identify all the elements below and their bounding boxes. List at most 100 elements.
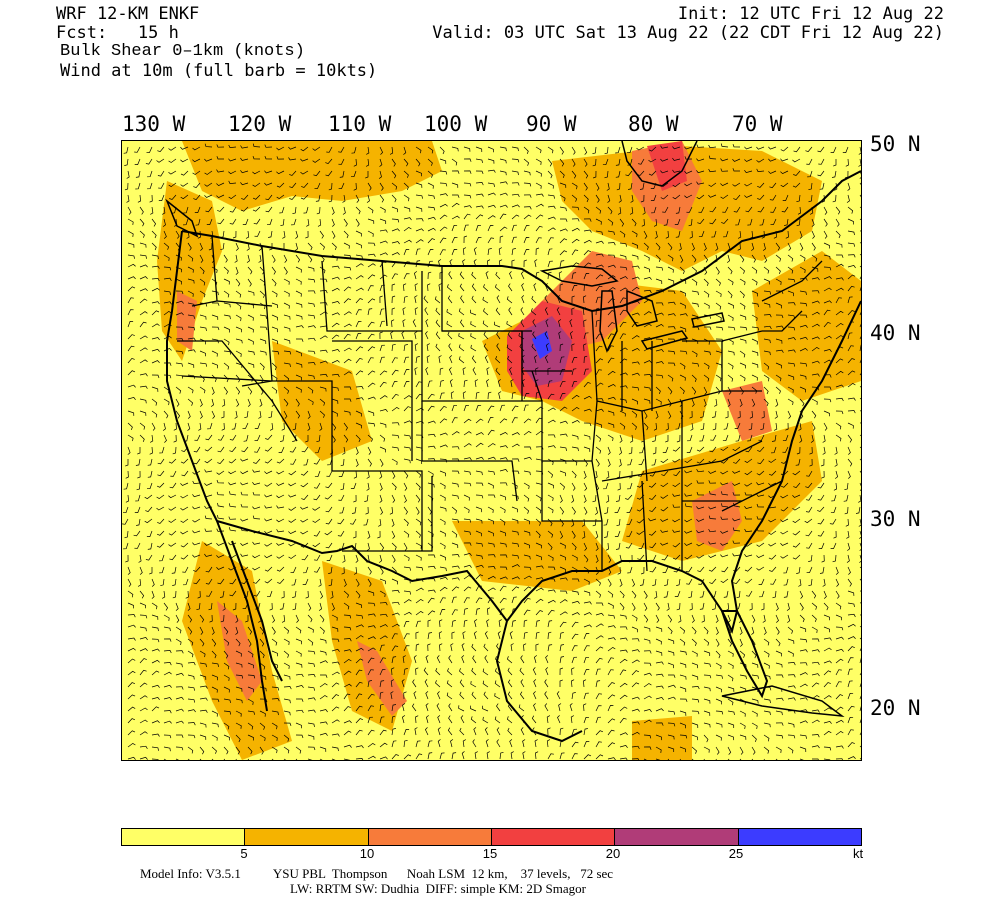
- wind-barb: [607, 646, 616, 652]
- wind-barb: [571, 380, 578, 388]
- wind-barb: [769, 182, 777, 189]
- wind-barb: [209, 614, 213, 623]
- cuba: [721, 685, 845, 718]
- wind-barb: [667, 638, 675, 645]
- wind-barb: [204, 182, 213, 187]
- wind-barb: [583, 381, 591, 388]
- wind-barb: [614, 506, 621, 513]
- wind-barb: [127, 756, 136, 760]
- wind-barb: [607, 657, 615, 664]
- wind-barb: [199, 254, 204, 263]
- wind-barb: [811, 626, 818, 634]
- wind-barb: [331, 287, 340, 292]
- wind-barb: [307, 325, 316, 329]
- wind-barb: [127, 624, 136, 628]
- wind-barb: [823, 721, 832, 724]
- wind-barb: [571, 692, 576, 700]
- wind-barb: [187, 758, 190, 760]
- wind-barb: [367, 602, 376, 607]
- wind-barb: [389, 506, 393, 515]
- wind-barb: [847, 242, 856, 247]
- wind-barb: [223, 662, 230, 670]
- wind-barb: [451, 170, 460, 174]
- wind-barb: [823, 637, 832, 641]
- wind-barb: [283, 254, 288, 263]
- wind-barb: [312, 506, 321, 511]
- wind-barb: [696, 458, 705, 464]
- wind-barb: [775, 674, 784, 678]
- wind-barb: [631, 242, 638, 249]
- wind-barb: [823, 695, 832, 700]
- wind-barb: [653, 422, 657, 431]
- wind-barb: [823, 242, 830, 249]
- wind-barb: [151, 278, 160, 282]
- wind-barb: [547, 589, 556, 593]
- wind-barb: [679, 338, 688, 343]
- wind-barb: [252, 566, 261, 571]
- wind-barb: [835, 422, 842, 430]
- wind-barb: [283, 734, 290, 742]
- wind-barb: [835, 434, 842, 442]
- wind-barb: [595, 358, 604, 364]
- wind-barb: [643, 242, 649, 250]
- footer-physics-info: LW: RRTM SW: Dudhia DIFF: simple KM: 2D …: [290, 881, 586, 896]
- wind-barb: [696, 554, 705, 559]
- wind-barb: [607, 206, 613, 215]
- wind-barb: [439, 566, 447, 572]
- wind-barb: [331, 661, 340, 665]
- wind-barb: [571, 633, 579, 640]
- wind-barb: [696, 170, 705, 174]
- wind-barb: [182, 578, 189, 586]
- wind-barb: [391, 357, 398, 364]
- wind-barb: [583, 218, 592, 222]
- wind-barb: [228, 180, 237, 184]
- wind-barb: [379, 669, 386, 676]
- wind-barb: [511, 170, 519, 176]
- wind-barb: [749, 410, 753, 419]
- wind-barb: [571, 458, 578, 466]
- wind-barb: [435, 331, 441, 340]
- wind-barb: [811, 373, 820, 377]
- wind-barb: [187, 674, 195, 680]
- wind-barb: [628, 446, 633, 455]
- wind-barb: [676, 602, 681, 611]
- wind-barb: [679, 350, 688, 355]
- wind-barb: [283, 290, 290, 297]
- wind-barb: [684, 482, 693, 487]
- wind-barb: [435, 343, 441, 352]
- wind-barb: [427, 146, 434, 154]
- wind-barb: [415, 470, 422, 478]
- wind-barb: [571, 542, 577, 551]
- wind-barb: [367, 446, 372, 455]
- wind-barb: [289, 170, 297, 176]
- wind-barb: [307, 350, 316, 355]
- wind-barb: [583, 146, 588, 155]
- wind-barb: [643, 672, 652, 676]
- wind-barb: [330, 590, 334, 599]
- wind-barb: [595, 230, 603, 236]
- wind-barb: [787, 746, 794, 754]
- wind-barb: [535, 631, 540, 640]
- wind-barb: [559, 206, 567, 212]
- wind-barb: [379, 742, 388, 748]
- wind-barb: [521, 715, 525, 724]
- wind-barb: [211, 734, 218, 741]
- wind-barb: [510, 379, 514, 388]
- wind-barb: [427, 170, 433, 178]
- wind-barb: [787, 626, 794, 634]
- wind-barb: [391, 633, 398, 640]
- wind-barb: [127, 396, 136, 401]
- wind-barb: [339, 506, 345, 514]
- wind-barb: [163, 626, 171, 632]
- wind-barb: [511, 182, 520, 186]
- wind-barb: [415, 393, 423, 400]
- wind-barb: [558, 331, 562, 340]
- wind-barb: [283, 410, 288, 419]
- wind-barb: [367, 242, 376, 247]
- wind-barb: [139, 276, 148, 280]
- wind-barb: [415, 170, 422, 177]
- wind-barb: [127, 446, 131, 455]
- wind-barb: [859, 410, 861, 412]
- wind-barb: [835, 694, 844, 700]
- wind-barb: [643, 398, 651, 404]
